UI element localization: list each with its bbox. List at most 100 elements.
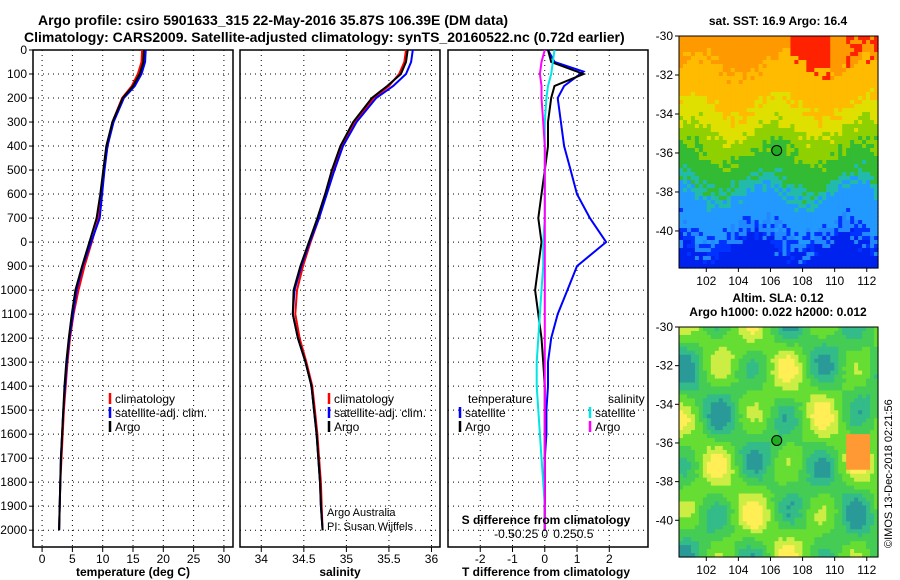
sst-cell <box>818 220 823 225</box>
sla-cell <box>679 453 684 459</box>
sst-cell <box>738 84 744 89</box>
sst-cell <box>866 136 871 141</box>
sst-cell <box>762 68 768 73</box>
sst-cell <box>822 240 827 245</box>
sst-cell <box>710 188 716 193</box>
sla-cell <box>790 426 796 431</box>
sla-cell <box>862 410 867 415</box>
sst-cell <box>874 212 879 217</box>
sla-cell <box>818 465 823 471</box>
sla-cell <box>866 374 871 380</box>
sst-cell <box>738 228 744 233</box>
sla-cell <box>774 449 780 455</box>
sla-cell <box>862 398 867 403</box>
sla-cell <box>679 342 684 348</box>
sst-cell <box>778 176 784 181</box>
sla-cell <box>698 438 704 443</box>
sla-cell <box>846 378 851 384</box>
sst-cell <box>830 100 835 105</box>
sst-cell <box>746 184 752 189</box>
sst-cell <box>798 48 803 53</box>
sst-cell <box>850 72 855 77</box>
sst-cell <box>698 40 704 45</box>
sst-cell <box>702 100 708 105</box>
sst-cell <box>846 160 851 165</box>
sla-cell <box>774 362 780 368</box>
sla-cell <box>702 374 708 380</box>
sst-cell <box>758 64 764 69</box>
sst-cell <box>866 76 871 81</box>
sst-cell <box>726 196 732 201</box>
sst-cell <box>866 156 871 161</box>
sla-cell <box>746 394 752 399</box>
sla-cell <box>710 402 716 407</box>
sst-cell <box>766 48 772 53</box>
sst-cell <box>786 212 792 217</box>
sla-cell <box>758 382 764 388</box>
sst-cell <box>738 244 744 249</box>
sla-cell <box>694 350 700 356</box>
sst-cell <box>774 264 780 269</box>
sst-cell <box>694 148 700 153</box>
sst-cell <box>694 108 700 113</box>
sla-cell <box>806 398 811 403</box>
sst-cell <box>834 72 839 77</box>
sst-cell <box>730 144 736 149</box>
sst-cell <box>758 184 764 189</box>
sst-cell <box>686 204 692 209</box>
sst-cell <box>834 44 839 49</box>
sla-cell <box>866 366 871 372</box>
sst-cell <box>862 148 867 153</box>
sst-cell <box>702 188 708 193</box>
sst-cell <box>766 108 772 113</box>
sla-cell <box>686 418 692 423</box>
sst-cell <box>798 260 803 265</box>
sst-cell <box>698 180 704 185</box>
sst-cell <box>870 232 875 237</box>
sst-cell <box>738 124 744 129</box>
sst-cell <box>810 68 815 73</box>
sst-cell <box>726 100 732 105</box>
sla-cell <box>822 398 827 403</box>
sla-cell <box>782 465 788 471</box>
sst-cell <box>806 204 811 209</box>
sla-cell <box>818 346 823 352</box>
sst-cell <box>842 64 847 69</box>
sst-cell <box>726 264 732 269</box>
sst-cell <box>850 60 855 65</box>
sla-cell <box>830 418 835 423</box>
sla-cell <box>826 346 831 352</box>
sst-cell <box>690 152 696 157</box>
sla-cell <box>870 418 875 423</box>
sst-cell <box>838 184 843 189</box>
sla-cell <box>790 422 796 427</box>
sla-cell <box>818 453 823 459</box>
sst-cell <box>846 260 851 265</box>
sst-cell <box>842 80 847 85</box>
sla-cell <box>814 457 819 463</box>
sst-cell <box>806 168 811 173</box>
sst-cell <box>874 116 879 121</box>
sst-cell <box>682 56 688 61</box>
sla-cell <box>730 438 736 443</box>
sst-cell <box>762 220 768 225</box>
sst-cell <box>794 52 799 57</box>
sla-cell <box>770 390 776 396</box>
sla-cell <box>706 374 712 380</box>
sst-cell <box>782 184 788 189</box>
sla-cell <box>746 378 752 384</box>
sst-cell <box>870 48 875 53</box>
sst-cell <box>718 68 724 73</box>
sst-cell <box>870 148 875 153</box>
sst-cell <box>862 220 867 225</box>
sst-cell <box>870 256 875 261</box>
sst-cell <box>710 236 716 241</box>
sst-cell <box>770 160 776 165</box>
sla-cell <box>734 453 740 459</box>
sla-cell <box>734 449 740 455</box>
sla-cell <box>826 330 831 336</box>
sla-cell <box>826 430 831 435</box>
sla-cell <box>790 330 796 336</box>
sla-cell <box>726 334 732 340</box>
sst-cell <box>750 40 756 45</box>
